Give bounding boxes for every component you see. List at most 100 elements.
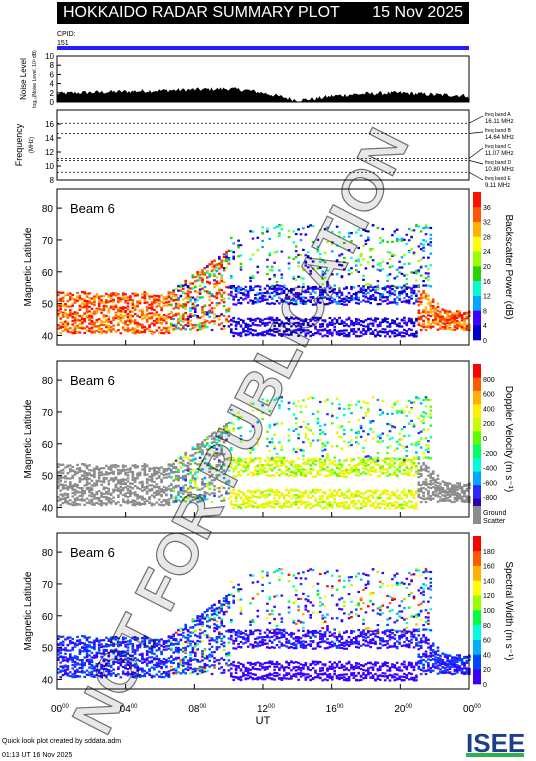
power-cell [343,268,346,271]
velocity-cell [95,497,99,500]
power-cell [357,335,360,338]
velocity-cell [319,497,322,501]
power-cell [112,324,115,327]
velocity-cell [246,473,250,476]
power-cell [282,325,286,328]
power-ytick-label: 50 [42,300,54,311]
velocity-cell [160,495,163,498]
power-cell [417,270,421,273]
power-cell [88,319,91,322]
velocity-cell [374,468,377,471]
power-cell [237,334,240,337]
power-cell [338,322,341,325]
power-cell [398,322,401,325]
power-cell [93,331,96,334]
velocity-cell [170,464,173,467]
velocity-cell [395,409,399,412]
power-cell [218,257,221,260]
power-cell [95,295,99,299]
power-cell [273,287,276,290]
power-cell [369,289,372,292]
power-cell [177,298,180,302]
power-cell [304,300,308,303]
velocity-cell [400,409,404,412]
velocity-cell [112,496,115,499]
velocity-cell [150,489,154,492]
velocity-cell [302,492,305,495]
velocity-cell [311,488,315,491]
power-cell [340,299,344,302]
velocity-cell [232,457,235,460]
velocity-cell [287,491,291,495]
velocity-cell [203,477,207,480]
velocity-cell [364,464,368,467]
velocity-cell [121,468,125,471]
velocity-cell [273,459,276,462]
power-cell [393,329,397,332]
velocity-cell [297,433,300,436]
power-cell [215,293,219,296]
velocity-cell [285,469,288,472]
power-cell [160,316,163,319]
power-cell [172,294,175,297]
velocity-cell [227,479,231,482]
power-cell [278,324,281,328]
power-cell [403,263,406,266]
power-cell [419,312,423,315]
velocity-cell [215,452,219,455]
velocity-cell [292,501,296,504]
velocity-cell [400,503,404,506]
power-cell [244,285,248,288]
velocity-cell [306,397,310,400]
power-cell [374,319,377,322]
power-cell [220,280,223,283]
velocity-cell [335,493,339,496]
velocity-cell [114,464,118,467]
power-cell [275,319,279,322]
power-cell [323,291,327,294]
power-cell [232,317,235,320]
power-cell [61,315,65,318]
power-cell [251,237,255,240]
velocity-cell [357,493,360,496]
velocity-cell [64,499,67,503]
power-cell [165,327,168,330]
power-cell [381,331,385,334]
power-cell [66,299,70,303]
power-cell [463,328,466,331]
power-cell [319,323,322,326]
power-cell [261,239,264,242]
power-cell [376,263,380,266]
velocity-cell [321,449,324,452]
power-cell [448,318,452,321]
velocity-cell [364,467,368,470]
velocity-cell [297,425,300,428]
velocity-cell [367,472,370,475]
velocity-cell [304,436,308,439]
velocity-cell [261,403,264,407]
velocity-cell [57,478,60,481]
velocity-cell [350,491,353,495]
power-cell [398,266,401,269]
power-cell [306,332,310,335]
velocity-cell [239,507,243,510]
power-cell [386,262,389,265]
velocity-cell [371,502,375,505]
velocity-cell [261,506,264,509]
velocity-cell [405,414,409,417]
velocity-cell [184,500,187,503]
power-cell [189,328,192,331]
power-cell [174,298,178,301]
power-cell [59,332,62,335]
power-cell [391,240,394,243]
power-cell [157,320,161,323]
power-cell [419,248,423,251]
power-cell [160,294,163,297]
power-cell [263,330,267,333]
power-cell [275,300,279,303]
velocity-cell [249,503,252,506]
velocity-cell [391,493,394,496]
power-cell [388,285,392,288]
power-cell [436,323,440,326]
power-cell [244,289,248,292]
